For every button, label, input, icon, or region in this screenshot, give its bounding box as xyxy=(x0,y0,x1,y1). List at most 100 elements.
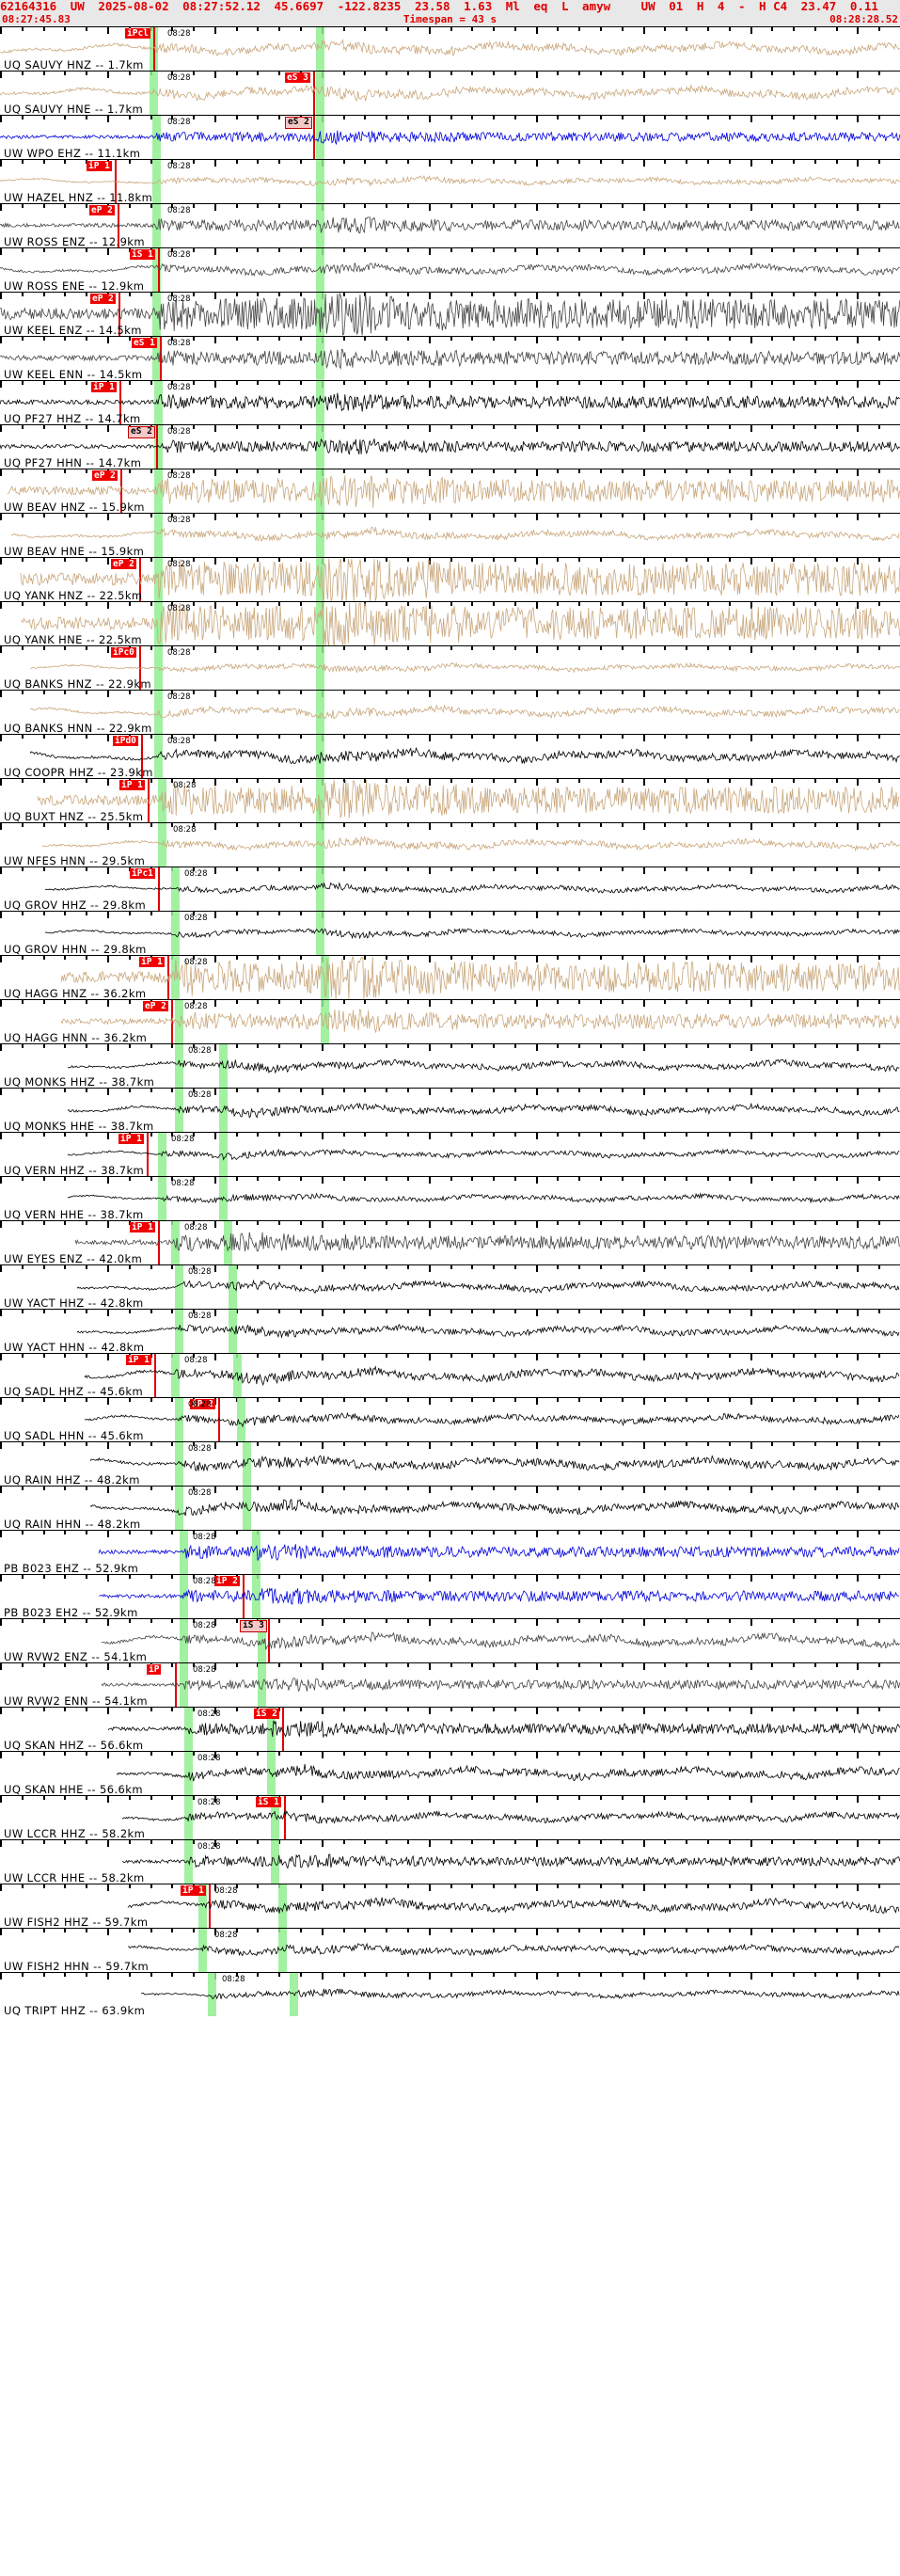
phase-pick-label[interactable]: eS 1 xyxy=(132,338,157,348)
phase-pick-label[interactable]: iPc1 xyxy=(130,868,155,879)
phase-pick-label[interactable]: eP 2 xyxy=(92,470,118,481)
trace-station-label: UW HAZEL HNZ -- 11.8km xyxy=(4,191,153,203)
phase-highlight-band xyxy=(237,1398,245,1441)
trace-timestamp: 08:28 xyxy=(167,294,191,304)
trace-station-label: UQ COOPR HHZ -- 23.9km xyxy=(4,766,153,778)
phase-pick-label[interactable]: iS 2 xyxy=(254,1709,279,1719)
phase-pick-label[interactable]: iP 1 xyxy=(126,1355,151,1365)
phase-pick-label[interactable]: eP 2 xyxy=(143,1001,168,1011)
phase-pick-label[interactable]: iPcl xyxy=(125,28,150,39)
trace-timestamp: 08:28 xyxy=(184,958,208,967)
trace-row[interactable]: iP 1 08:28 UQ PF27 HHZ -- 14.7km xyxy=(0,380,900,424)
trace-row[interactable]: eP 2 08:28 UW BEAV HNZ -- 15.9km xyxy=(0,469,900,513)
phase-highlight-band xyxy=(316,337,324,380)
trace-row[interactable]: iS 1 08:28 UW ROSS ENE -- 12.9km xyxy=(0,247,900,292)
trace-row[interactable]: 08:28 UW LCCR HHE -- 58.2km xyxy=(0,1839,900,1884)
phase-pick-label[interactable]: eS 3 xyxy=(285,72,310,83)
trace-row[interactable]: 08:28 UQ VERN HHE -- 38.7km xyxy=(0,1176,900,1220)
waveform xyxy=(76,1279,900,1295)
trace-row[interactable]: eP 2 08:28 UQ HAGG HNN -- 36.2km xyxy=(0,999,900,1043)
trace-row[interactable]: 08:28 UQ YANK HNE -- 22.5km xyxy=(0,601,900,645)
trace-station-label: UW FISH2 HHN -- 59.7km xyxy=(4,1960,150,1972)
trace-row[interactable]: iP 08:28 UW RVW2 ENN -- 54.1km xyxy=(0,1662,900,1707)
phase-pick-label[interactable]: iS 1 xyxy=(130,249,155,260)
phase-pick-label[interactable]: iS 1 xyxy=(256,1797,281,1807)
trace-row[interactable]: eS 3 08:28 UQ SAUVY HNE -- 1.7km xyxy=(0,71,900,115)
phase-pick-label[interactable]: eP 2 xyxy=(89,205,115,215)
trace-row[interactable]: 08:28 UQ GROV HHN -- 29.8km xyxy=(0,911,900,955)
phase-highlight-band xyxy=(152,116,161,159)
phase-pick-label[interactable]: iP 1 xyxy=(119,780,145,790)
trace-timestamp: 08:28 xyxy=(184,1002,208,1011)
trace-row[interactable]: iPc0 08:28 UQ BANKS HNZ -- 22.9km xyxy=(0,645,900,690)
phase-pick-label[interactable]: iP 1 xyxy=(118,1134,144,1144)
trace-station-label: UQ RAIN HHZ -- 48.2km xyxy=(4,1473,140,1486)
waveform xyxy=(89,1455,900,1472)
trace-row[interactable]: 08:28 UQ BANKS HNN -- 22.9km xyxy=(0,690,900,734)
phase-pick-label[interactable]: iP 1 xyxy=(130,1222,155,1232)
phase-pick-label[interactable]: eP 2 xyxy=(90,294,116,304)
phase-pick-label[interactable]: iPc0 xyxy=(111,647,136,658)
trace-station-label: UQ BUXT HNZ -- 25.5km xyxy=(4,810,144,822)
trace-row[interactable]: 08:28 UW YACT HHZ -- 42.8km xyxy=(0,1264,900,1309)
trace-row[interactable]: 08:28 UW BEAV HNE -- 15.9km xyxy=(0,513,900,557)
phase-pick-label[interactable]: iS 3 xyxy=(240,1620,267,1632)
trace-row[interactable]: eS 2 08:28 UQ PF27 HHN -- 14.7km xyxy=(0,424,900,469)
trace-row[interactable]: iS 2 08:28 UQ SKAN HHZ -- 56.6km xyxy=(0,1707,900,1751)
trace-row[interactable]: iP 1 08:28 UW HAZEL HNZ -- 11.8km xyxy=(0,159,900,203)
trace-row[interactable]: iPd0 08:28 UQ COOPR HHZ -- 23.9km xyxy=(0,734,900,778)
trace-row[interactable]: 08:28 UW YACT HHN -- 42.8km xyxy=(0,1309,900,1353)
trace-row[interactable]: iS 1 08:28 UW LCCR HHZ -- 58.2km xyxy=(0,1795,900,1839)
trace-row[interactable]: 08:28 UW FISH2 HHN -- 59.7km xyxy=(0,1928,900,1972)
trace-station-label: UQ SADL HHZ -- 45.6km xyxy=(4,1385,144,1397)
phase-pick-label[interactable]: eS 2 xyxy=(285,117,312,129)
trace-row[interactable]: iP 1 08:28 UQ BUXT HNZ -- 25.5km xyxy=(0,778,900,822)
trace-row[interactable]: 08:28 UW NFES HNN -- 29.5km xyxy=(0,822,900,867)
trace-timestamp: 08:28 xyxy=(193,1665,216,1675)
trace-row[interactable]: eP 2 08:28 UQ YANK HNZ -- 22.5km xyxy=(0,557,900,601)
trace-row[interactable]: 08:28 UQ TRIPT HHZ -- 63.9km xyxy=(0,1972,900,2016)
phase-highlight-band xyxy=(271,1796,279,1839)
trace-row[interactable]: iP 1 08:28 UQ SADL HHZ -- 45.6km xyxy=(0,1353,900,1397)
phase-pick-label[interactable]: iP 1 xyxy=(139,957,165,967)
trace-row[interactable]: iP 1 08:28 UQ VERN HHZ -- 38.7km xyxy=(0,1132,900,1176)
trace-row[interactable]: iPcl 08:28 UQ SAUVY HNZ -- 1.7km xyxy=(0,26,900,71)
trace-row[interactable]: 08:28 UQ RAIN HHZ -- 48.2km xyxy=(0,1441,900,1486)
trace-station-label: UQ HAGG HNZ -- 36.2km xyxy=(4,987,147,999)
waveform xyxy=(121,1809,900,1825)
waveform xyxy=(84,1365,900,1387)
trace-row[interactable]: 08:28 UQ RAIN HHN -- 48.2km xyxy=(0,1486,900,1530)
trace-row[interactable]: 08:28 UQ SKAN HHE -- 56.6km xyxy=(0,1751,900,1795)
phase-pick-label[interactable]: eS 2 xyxy=(128,426,155,438)
trace-station-label: UQ SADL HHN -- 45.6km xyxy=(4,1429,144,1441)
trace-row[interactable]: iP 2 08:28 PB B023 EH2 -- 52.9km xyxy=(0,1574,900,1618)
phase-pick-label[interactable]: iP 1 xyxy=(87,161,112,171)
phase-pick-label[interactable]: iP 2 xyxy=(214,1576,240,1586)
phase-highlight-band xyxy=(321,1000,329,1043)
trace-timestamp: 08:28 xyxy=(188,1046,212,1056)
trace-row[interactable]: iP 1 08:28 UQ HAGG HNZ -- 36.2km xyxy=(0,955,900,999)
trace-row[interactable]: iP 2 08:28 UQ SADL HHN -- 45.6km xyxy=(0,1397,900,1441)
trace-timestamp: 08:28 xyxy=(188,1400,212,1409)
phase-pick-label[interactable]: iP 1 xyxy=(181,1885,206,1896)
trace-timestamp: 08:28 xyxy=(197,1842,221,1852)
trace-row[interactable]: eS 1 08:28 UW KEEL ENN -- 14.5km xyxy=(0,336,900,380)
waveform xyxy=(37,779,900,821)
trace-row[interactable]: iS 3 08:28 UW RVW2 ENZ -- 54.1km xyxy=(0,1618,900,1662)
trace-row[interactable]: eP 2 08:28 UW ROSS ENZ -- 12.9km xyxy=(0,203,900,247)
trace-row[interactable]: iPc1 08:28 UQ GROV HHZ -- 29.8km xyxy=(0,867,900,911)
trace-row[interactable]: iP 1 08:28 UW EYES ENZ -- 42.0km xyxy=(0,1220,900,1264)
trace-row[interactable]: 08:28 PB B023 EHZ -- 52.9km xyxy=(0,1530,900,1574)
phase-pick-label[interactable]: iP 2 xyxy=(190,1399,215,1409)
trace-station-label: UW YACT HHZ -- 42.8km xyxy=(4,1296,144,1309)
phase-pick-label[interactable]: iP 1 xyxy=(91,382,117,392)
trace-row[interactable]: iP 1 08:28 UW FISH2 HHZ -- 59.7km xyxy=(0,1884,900,1928)
trace-row[interactable]: eS 2 08:28 UW WPO EHZ -- 11.1km xyxy=(0,115,900,159)
waveform xyxy=(0,293,900,336)
trace-row[interactable]: eP 2 08:28 UW KEEL ENZ -- 14.5km xyxy=(0,292,900,336)
trace-row[interactable]: 08:28 UQ MONKS HHE -- 38.7km xyxy=(0,1088,900,1132)
phase-pick-label[interactable]: iPd0 xyxy=(113,736,138,746)
phase-pick-label[interactable]: iP xyxy=(147,1664,162,1675)
phase-pick-label[interactable]: eP 2 xyxy=(111,559,136,569)
trace-row[interactable]: 08:28 UQ MONKS HHZ -- 38.7km xyxy=(0,1043,900,1088)
